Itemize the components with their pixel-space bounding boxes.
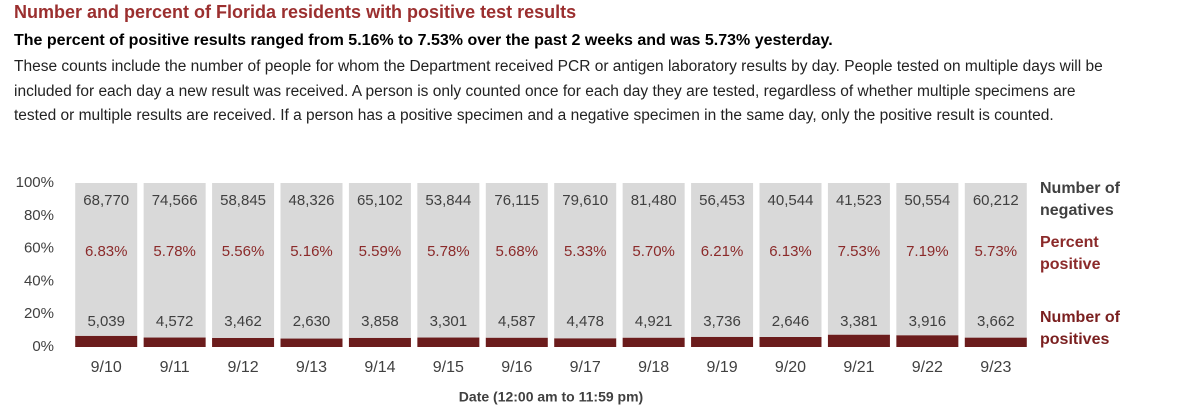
bar-segment <box>759 336 822 347</box>
count-label: 50,554 <box>904 192 950 209</box>
x-tick-label: 9/20 <box>775 359 806 376</box>
count-label: 3,736 <box>703 313 741 330</box>
bar-segment <box>212 337 275 347</box>
percent-label: 6.21% <box>701 243 744 260</box>
x-tick-label: 9/22 <box>912 359 943 376</box>
x-tick-label: 9/11 <box>160 359 190 376</box>
count-label: 4,921 <box>635 313 673 330</box>
bar-segment <box>143 183 206 338</box>
bar-segment <box>280 338 343 347</box>
count-label: 5,039 <box>87 313 125 330</box>
x-tick-label: 9/17 <box>570 359 601 376</box>
subtitle: The percent of positive results ranged f… <box>14 32 833 49</box>
y-tick-label: 80% <box>24 207 54 224</box>
count-label: 79,610 <box>562 192 608 209</box>
count-label: 2,630 <box>293 313 331 330</box>
count-label: 3,662 <box>977 313 1015 330</box>
percent-label: 5.56% <box>222 243 265 260</box>
count-label: 2,646 <box>772 313 810 330</box>
count-label: 65,102 <box>357 192 403 209</box>
count-label: 4,572 <box>156 313 194 330</box>
count-label: 56,453 <box>699 192 745 209</box>
count-label: 53,844 <box>425 192 471 209</box>
bar-segment <box>554 183 617 339</box>
count-label: 3,462 <box>224 313 262 330</box>
legend-positives: Number of positives <box>1040 309 1120 348</box>
percent-label: 5.70% <box>632 243 675 260</box>
bar-segment <box>348 337 411 347</box>
bar-segment <box>280 183 343 339</box>
bar-segment <box>417 337 480 347</box>
legend-percent: Percent positive <box>1040 234 1101 273</box>
x-tick-label: 9/15 <box>433 359 464 376</box>
bar-segment <box>827 334 890 347</box>
count-label: 4,478 <box>566 313 604 330</box>
bar-segment <box>964 183 1027 338</box>
count-label: 48,326 <box>289 192 335 209</box>
x-axis-label: Date (12:00 am to 11:59 pm) <box>459 389 643 405</box>
percent-label: 6.83% <box>85 243 128 260</box>
y-tick-label: 100% <box>16 174 54 191</box>
bar-segment <box>212 183 275 338</box>
x-tick-label: 9/21 <box>843 359 874 376</box>
x-tick-label: 9/13 <box>296 359 327 376</box>
x-tick-label: 9/23 <box>980 359 1011 376</box>
bar-segment <box>554 338 617 347</box>
x-tick-label: 9/10 <box>91 359 122 376</box>
x-tick-label: 9/19 <box>707 359 738 376</box>
bar-segment <box>964 337 1027 347</box>
bar-segment <box>485 183 548 338</box>
count-label: 41,523 <box>836 192 882 209</box>
percent-label: 5.78% <box>153 243 196 260</box>
count-label: 74,566 <box>152 192 198 209</box>
count-label: 4,587 <box>498 313 536 330</box>
count-label: 81,480 <box>631 192 677 209</box>
percent-label: 5.68% <box>496 243 539 260</box>
bar-segment <box>691 183 754 337</box>
count-label: 58,845 <box>220 192 266 209</box>
bar-segment <box>896 183 959 336</box>
x-tick-label: 9/16 <box>501 359 532 376</box>
bar-segment <box>896 335 959 347</box>
x-tick-label: 9/12 <box>228 359 259 376</box>
bar-segment <box>622 337 685 347</box>
percent-label: 5.16% <box>290 243 333 260</box>
percent-label: 5.73% <box>975 243 1018 260</box>
count-label: 76,115 <box>494 192 539 209</box>
bar-segment <box>827 183 890 335</box>
count-label: 40,544 <box>768 192 814 209</box>
count-label: 60,212 <box>973 192 1019 209</box>
y-tick-label: 60% <box>24 240 54 257</box>
percent-label: 5.59% <box>359 243 402 260</box>
bar-segment <box>417 183 480 338</box>
count-label: 3,381 <box>840 313 878 330</box>
title: Number and percent of Florida residents … <box>14 2 577 22</box>
count-label: 3,301 <box>430 313 468 330</box>
percent-label: 5.33% <box>564 243 607 260</box>
bar-segment <box>143 337 206 347</box>
percent-label: 7.19% <box>906 243 949 260</box>
y-tick-label: 40% <box>24 272 54 289</box>
count-label: 3,916 <box>909 313 947 330</box>
bar-segment <box>759 183 822 337</box>
y-tick-label: 0% <box>32 338 54 355</box>
bar-segment <box>348 183 411 338</box>
bar-segment <box>691 336 754 347</box>
bar-segment <box>622 183 685 338</box>
count-label: 68,770 <box>83 192 129 209</box>
x-tick-label: 9/14 <box>364 359 395 376</box>
percent-label: 7.53% <box>838 243 881 260</box>
legend-negatives: Number of negatives <box>1040 180 1120 219</box>
y-tick-label: 20% <box>24 305 54 322</box>
bar-segment <box>485 337 548 347</box>
count-label: 3,858 <box>361 313 399 330</box>
description: These counts include the number of peopl… <box>14 58 1103 124</box>
bar-segment <box>75 335 138 347</box>
x-tick-label: 9/18 <box>638 359 669 376</box>
percent-label: 5.78% <box>427 243 470 260</box>
bar-segment <box>75 183 138 336</box>
percent-label: 6.13% <box>769 243 812 260</box>
